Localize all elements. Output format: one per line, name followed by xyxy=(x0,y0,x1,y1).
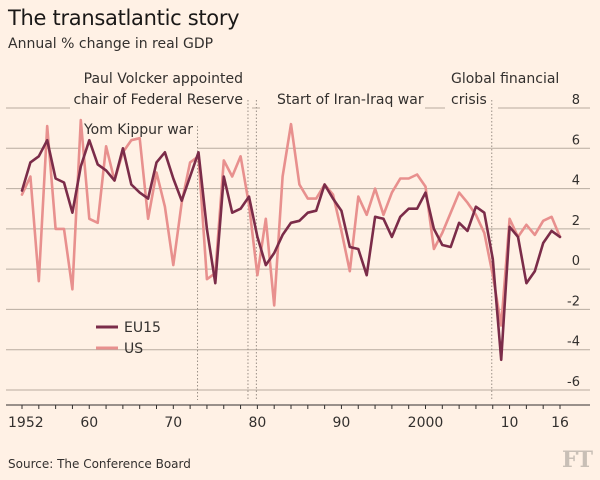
x-tick-label: 1952 xyxy=(8,415,44,431)
y-tick-label: 4 xyxy=(572,174,580,189)
x-tick-label: 2000 xyxy=(408,415,444,431)
y-tick-label: 6 xyxy=(572,133,580,148)
chart-title: The transatlantic story xyxy=(8,6,240,30)
y-tick-label: -6 xyxy=(567,375,580,390)
x-tick-label: 80 xyxy=(248,415,266,431)
y-tick-label: -2 xyxy=(567,294,580,309)
gfc-annotation: Global financial xyxy=(451,71,559,87)
x-tick-label: 10 xyxy=(501,415,519,431)
yom-kippur-annotation: Yom Kippur war xyxy=(83,122,193,138)
x-tick-label: 90 xyxy=(333,415,351,431)
x-tick-label: 70 xyxy=(164,415,182,431)
gfc-annotation: crisis xyxy=(451,92,487,108)
event-annotations: Paul Volcker appointed chair of Federal R… xyxy=(73,71,559,138)
legend-label-eu15: EU15 xyxy=(124,320,161,336)
y-tick-label: 0 xyxy=(572,254,580,269)
ft-logo: FT xyxy=(562,447,593,473)
y-tick-label: -4 xyxy=(567,335,580,350)
event-reference-lines xyxy=(197,100,493,400)
x-axis: 1952 60 70 80 90 2000 10 16 xyxy=(6,404,590,431)
y-tick-label: 2 xyxy=(572,214,580,229)
x-tick-label: 60 xyxy=(80,415,98,431)
series-line-us xyxy=(20,118,562,327)
y-tick-label: 8 xyxy=(572,93,580,108)
x-tick-label: 16 xyxy=(551,415,569,431)
y-axis: -6 -4 -2 0 2 4 6 8 xyxy=(567,93,580,390)
legend-label-us: US xyxy=(124,341,143,357)
legend: EU15 US xyxy=(96,320,161,357)
iran-iraq-annotation: Start of Iran-Iraq war xyxy=(277,92,424,108)
chart-subtitle: Annual % change in real GDP xyxy=(8,36,214,52)
source-note: Source: The Conference Board xyxy=(8,457,191,471)
volcker-annotation: Paul Volcker appointed xyxy=(84,71,243,87)
volcker-annotation: chair of Federal Reserve xyxy=(73,92,243,108)
series-line-eu15 xyxy=(20,138,562,362)
series-lines xyxy=(20,118,562,362)
